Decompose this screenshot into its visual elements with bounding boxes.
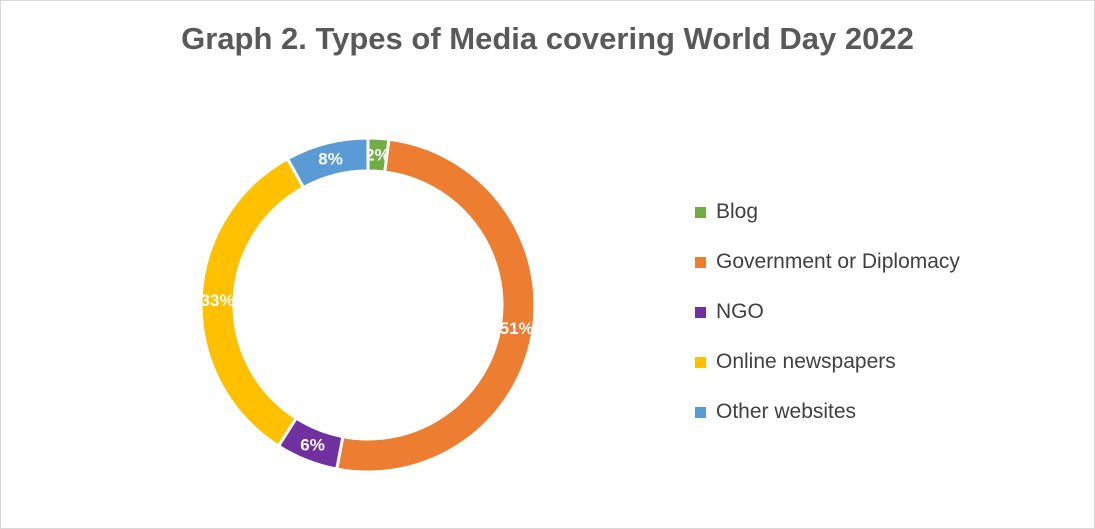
legend-label: Government or Diplomacy xyxy=(716,250,960,273)
legend-item-blog: Blog xyxy=(695,187,960,237)
legend-item-online-newspapers: Online newspapers xyxy=(695,337,960,387)
data-label-blog: 2% xyxy=(365,145,390,164)
legend-swatch xyxy=(695,256,706,268)
legend-swatch xyxy=(695,206,706,218)
data-label-government-or-diplomacy: 51% xyxy=(500,319,534,338)
chart-legend: Blog Government or Diplomacy NGO Online new… xyxy=(695,187,960,437)
data-label-ngo: 6% xyxy=(300,435,325,454)
legend-swatch xyxy=(695,406,706,418)
legend-swatch xyxy=(695,356,706,368)
legend-label: Blog xyxy=(716,200,759,223)
data-label-other-websites: 8% xyxy=(318,150,343,169)
legend-label: Other websites xyxy=(716,400,857,423)
legend-item-government-or-diplomacy: Government or Diplomacy xyxy=(695,237,960,287)
data-label-online-newspapers: 33% xyxy=(201,291,235,310)
chart-title: Graph 2. Types of Media covering World D… xyxy=(181,21,914,56)
legend-item-other-websites: Other websites xyxy=(695,387,960,437)
donut-slice-other-websites xyxy=(285,136,370,190)
donut-slice-government-or-diplomacy xyxy=(334,137,537,474)
legend-label: Online newspapers xyxy=(716,350,896,373)
legend-item-ngo: NGO xyxy=(695,287,960,337)
legend-label: NGO xyxy=(716,300,764,323)
legend-swatch xyxy=(695,306,706,318)
